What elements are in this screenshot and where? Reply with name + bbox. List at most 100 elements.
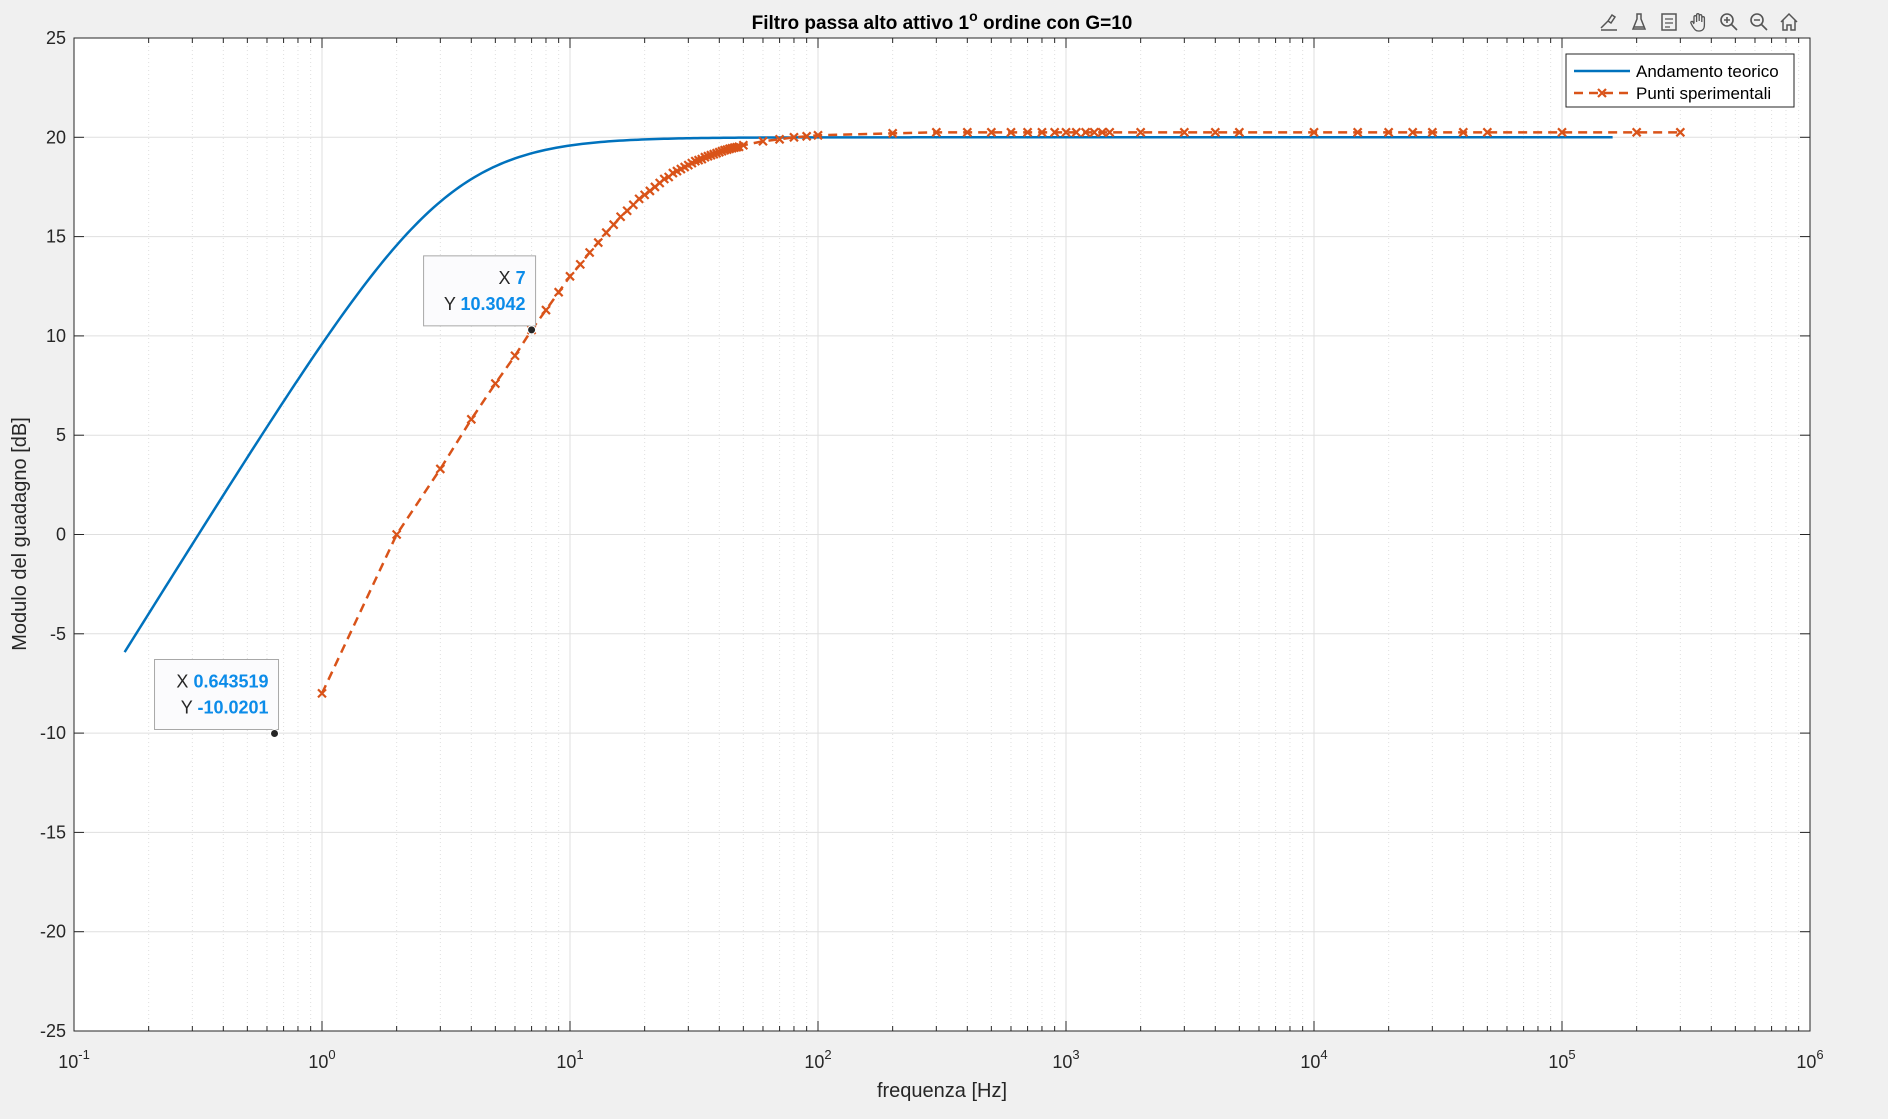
x-tick-base: 10 (308, 1052, 328, 1072)
x-axis-label: frequenza [Hz] (877, 1080, 1007, 1102)
data-point (391, 529, 402, 540)
data-point (962, 127, 973, 138)
legend-marker-experimental (1597, 88, 1607, 98)
data-point (575, 259, 586, 270)
data-point (1234, 127, 1245, 138)
x-tick-base: 10 (556, 1052, 576, 1072)
datatip-x-label: X (176, 671, 193, 691)
y-tick-label: 20 (46, 127, 66, 147)
datatip-x-value: 0.643519 (193, 671, 268, 691)
datatip-x-value: 7 (516, 268, 526, 288)
datatip-marker (527, 325, 537, 335)
datatip-y-value: 10.3042 (461, 294, 526, 314)
x-tick-base: 10 (1548, 1052, 1568, 1072)
data-point (1061, 127, 1071, 138)
data-point (1631, 127, 1642, 138)
x-tick-label: 106 (1796, 1047, 1823, 1072)
data-point (1089, 127, 1100, 138)
legend-label-experimental: Punti sperimentali (1636, 84, 1771, 103)
datatip-box (423, 255, 537, 327)
legend-marker (1597, 88, 1607, 98)
datatip-y-label: Y (444, 294, 461, 314)
data-point (435, 464, 446, 474)
data-point (510, 350, 520, 361)
data-point (1135, 127, 1146, 138)
datatip-y-label: Y (181, 697, 198, 717)
data-point (774, 134, 785, 145)
y-tick-label: 15 (46, 227, 66, 247)
datatip: X 7 Y 10.3042 (423, 255, 537, 335)
x-tick-base: 10 (1052, 1052, 1072, 1072)
data-point (1309, 127, 1319, 138)
data-point (711, 148, 722, 158)
datatip-x-row: X 0.643519 (176, 671, 268, 691)
x-tick-label: 102 (804, 1047, 831, 1072)
x-tick-exponent: 0 (328, 1047, 335, 1062)
x-tick-label: 100 (308, 1047, 335, 1072)
legend-label-theoretical: Andamento teorico (1636, 62, 1779, 81)
data-point (801, 131, 812, 142)
data-point (1458, 127, 1469, 138)
data-point (789, 132, 799, 143)
data-point (1071, 127, 1082, 138)
x-tick-exponent: -1 (78, 1047, 90, 1062)
data-point (1179, 127, 1190, 138)
data-point (986, 127, 997, 138)
zoom-in-icon (1720, 13, 1738, 31)
axis-tick-labels: 10-1 100 101 102 103 104 105 1062520151050-5-10… (40, 28, 1824, 1072)
data-point (1407, 127, 1418, 138)
datatip-y-row: Y 10.3042 (444, 294, 526, 314)
data-cursor-icon (1631, 13, 1647, 30)
data-point (714, 147, 725, 157)
y-axis-label: Modulo del guadagno [dB] (9, 417, 31, 651)
datatip-y-row: Y -10.0201 (181, 697, 269, 717)
zoom-in-button[interactable] (1716, 9, 1742, 35)
y-tick-label: -25 (40, 1021, 66, 1041)
x-tick-exponent: 4 (1320, 1047, 1327, 1062)
y-tick-label: -5 (50, 624, 66, 644)
x-tick-label: 103 (1052, 1047, 1079, 1072)
datatip-marker (270, 728, 280, 738)
brush-icon (1600, 13, 1617, 31)
y-tick-label: 5 (56, 425, 66, 445)
x-tick-label: 10-1 (58, 1047, 90, 1072)
datatips: X 7 Y 10.3042 X 0.643519 Y -10.0201 (154, 255, 537, 738)
data-point (317, 688, 327, 699)
chart-title-main: Filtro passa alto attivo 1 (752, 13, 970, 34)
data-point (931, 127, 942, 138)
pan-icon (1690, 13, 1706, 32)
data-point (1022, 127, 1033, 138)
edit-icon (1661, 13, 1677, 31)
chart-title-superscript: o (969, 8, 978, 24)
y-tick-label: 10 (46, 326, 66, 346)
pan-button[interactable] (1686, 9, 1712, 35)
brush-button[interactable] (1596, 9, 1622, 35)
edit-button[interactable] (1656, 9, 1682, 35)
x-tick-exponent: 1 (576, 1047, 583, 1062)
data-point (601, 227, 612, 238)
data-point (1097, 127, 1108, 138)
home-button[interactable] (1776, 9, 1802, 35)
plot-series (123, 127, 1686, 699)
y-tick-label: -15 (40, 822, 66, 842)
data-point (758, 136, 768, 147)
data-point (490, 378, 501, 389)
x-tick-base: 10 (804, 1052, 824, 1072)
datatip: X 0.643519 Y -10.0201 (154, 658, 280, 738)
zoom-out-icon (1750, 13, 1768, 31)
datatip-x-label: X (499, 268, 516, 288)
data-point (1037, 127, 1047, 138)
data-point (1482, 127, 1493, 138)
data-cursor-button[interactable] (1626, 9, 1652, 35)
series-line-theoretical (123, 136, 1613, 653)
x-tick-base: 10 (1300, 1052, 1320, 1072)
x-tick-exponent: 2 (824, 1047, 831, 1062)
chart-title: Filtro passa alto attivo 1o ordine con G… (752, 8, 1133, 34)
x-tick-label: 104 (1300, 1047, 1327, 1072)
legend[interactable]: Andamento teorico Punti sperimentali (1565, 53, 1795, 108)
y-tick-label: -10 (40, 723, 66, 743)
data-point (738, 140, 749, 151)
data-point (813, 130, 823, 141)
zoom-out-button[interactable] (1746, 9, 1772, 35)
